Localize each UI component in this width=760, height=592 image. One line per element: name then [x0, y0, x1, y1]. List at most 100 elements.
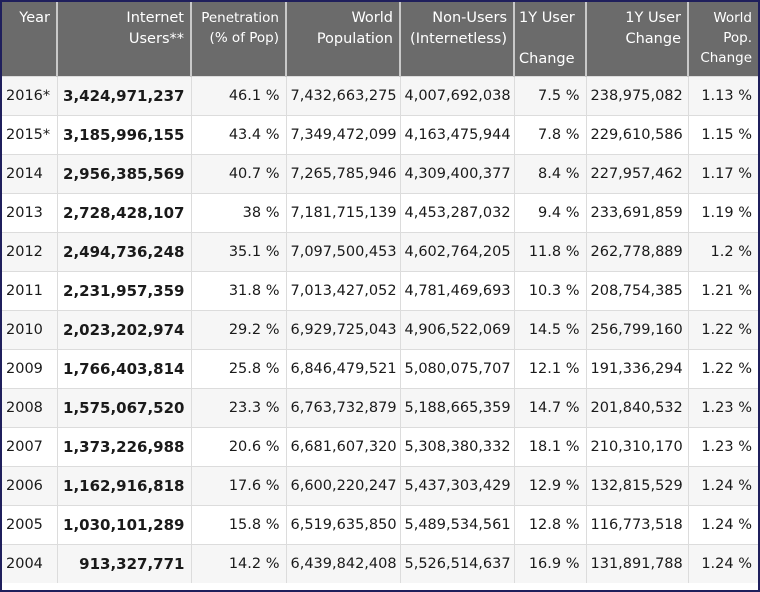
cell-1y-user-change: 201,840,532 — [585, 387, 688, 427]
cell-non-users: 4,602,764,205 — [399, 231, 514, 271]
cell-world-pop-change: 1.24 % — [687, 504, 758, 544]
table-row: 2007 1,373,226,988 20.6 % 6,681,607,320 5,30… — [2, 426, 758, 466]
header-world-population[interactable]: World Population — [285, 2, 400, 76]
cell-world-population: 7,349,472,099 — [285, 114, 400, 154]
cell-year: 2009 — [2, 348, 57, 388]
cell-world-population: 6,600,220,247 — [285, 465, 400, 505]
cell-world-population: 7,013,427,052 — [285, 270, 400, 310]
table-row: 2008 1,575,067,520 23.3 % 6,763,732,879 5,18… — [2, 387, 758, 427]
cell-1y-user-change-pct: 14.7 % — [513, 387, 586, 427]
table-row: 2012 2,494,736,248 35.1 % 7,097,500,453 4,60… — [2, 231, 758, 271]
internet-users-table: Year Internet Users** Penetration (% of Po… — [2, 2, 758, 583]
header-1y-user-change-pct[interactable]: 1Y User Change — [513, 2, 586, 76]
cell-1y-user-change: 233,691,859 — [585, 192, 688, 232]
cell-world-pop-change: 1.23 % — [687, 426, 758, 466]
cell-1y-user-change-pct: 9.4 % — [513, 192, 586, 232]
cell-world-pop-change: 1.19 % — [687, 192, 758, 232]
cell-1y-user-change-pct: 7.8 % — [513, 114, 586, 154]
cell-1y-user-change: 256,799,160 — [585, 309, 688, 349]
cell-1y-user-change: 238,975,082 — [585, 75, 688, 115]
cell-world-population: 7,265,785,946 — [285, 153, 400, 193]
cell-world-population: 6,846,479,521 — [285, 348, 400, 388]
cell-penetration: 40.7 % — [190, 153, 286, 193]
cell-penetration: 35.1 % — [190, 231, 286, 271]
cell-internet-users: 1,575,067,520 — [56, 387, 191, 427]
cell-penetration: 29.2 % — [190, 309, 286, 349]
table-row: 2010 2,023,202,974 29.2 % 6,929,725,043 4,90… — [2, 309, 758, 349]
cell-world-pop-change: 1.24 % — [687, 543, 758, 583]
cell-non-users: 5,308,380,332 — [399, 426, 514, 466]
cell-world-population: 6,439,842,408 — [285, 543, 400, 583]
cell-world-pop-change: 1.13 % — [687, 75, 758, 115]
cell-world-population: 6,519,635,850 — [285, 504, 400, 544]
cell-year: 2013 — [2, 192, 57, 232]
cell-1y-user-change: 262,778,889 — [585, 231, 688, 271]
cell-1y-user-change-pct: 14.5 % — [513, 309, 586, 349]
table-row: 2014 2,956,385,569 40.7 % 7,265,785,946 4,30… — [2, 153, 758, 193]
header-1y-user-change[interactable]: 1Y User Change — [585, 2, 688, 76]
table-body: 2016* 3,424,971,237 46.1 % 7,432,663,275 4,0… — [2, 75, 758, 583]
header-internet-users[interactable]: Internet Users** — [56, 2, 191, 76]
cell-1y-user-change-pct: 7.5 % — [513, 75, 586, 115]
table-row: 2004 913,327,771 14.2 % 6,439,842,408 5,526,… — [2, 543, 758, 583]
cell-non-users: 4,007,692,038 — [399, 75, 514, 115]
cell-year: 2007 — [2, 426, 57, 466]
cell-internet-users: 2,494,736,248 — [56, 231, 191, 271]
cell-world-pop-change: 1.15 % — [687, 114, 758, 154]
cell-non-users: 5,080,075,707 — [399, 348, 514, 388]
cell-1y-user-change: 191,336,294 — [585, 348, 688, 388]
cell-penetration: 14.2 % — [190, 543, 286, 583]
cell-penetration: 38 % — [190, 192, 286, 232]
cell-non-users: 5,489,534,561 — [399, 504, 514, 544]
cell-internet-users: 1,766,403,814 — [56, 348, 191, 388]
cell-1y-user-change: 132,815,529 — [585, 465, 688, 505]
cell-world-pop-change: 1.22 % — [687, 348, 758, 388]
table-row: 2015* 3,185,996,155 43.4 % 7,349,472,099 4,1… — [2, 114, 758, 154]
cell-1y-user-change-pct: 12.1 % — [513, 348, 586, 388]
cell-world-pop-change: 1.2 % — [687, 231, 758, 271]
table-row: 2016* 3,424,971,237 46.1 % 7,432,663,275 4,0… — [2, 75, 758, 115]
cell-non-users: 5,526,514,637 — [399, 543, 514, 583]
cell-1y-user-change: 210,310,170 — [585, 426, 688, 466]
cell-1y-user-change: 116,773,518 — [585, 504, 688, 544]
cell-penetration: 25.8 % — [190, 348, 286, 388]
cell-year: 2011 — [2, 270, 57, 310]
cell-penetration: 20.6 % — [190, 426, 286, 466]
cell-world-population: 7,181,715,139 — [285, 192, 400, 232]
cell-1y-user-change-pct: 10.3 % — [513, 270, 586, 310]
header-world-pop-change[interactable]: World Pop. Change — [687, 2, 758, 76]
cell-world-population: 6,763,732,879 — [285, 387, 400, 427]
cell-penetration: 46.1 % — [190, 75, 286, 115]
cell-1y-user-change: 208,754,385 — [585, 270, 688, 310]
cell-internet-users: 1,030,101,289 — [56, 504, 191, 544]
header-non-users[interactable]: Non-Users (Internetless) — [399, 2, 514, 76]
cell-1y-user-change: 227,957,462 — [585, 153, 688, 193]
cell-year: 2016* — [2, 75, 57, 115]
cell-internet-users: 2,956,385,569 — [56, 153, 191, 193]
cell-world-pop-change: 1.17 % — [687, 153, 758, 193]
cell-penetration: 31.8 % — [190, 270, 286, 310]
cell-1y-user-change-pct: 12.8 % — [513, 504, 586, 544]
cell-year: 2010 — [2, 309, 57, 349]
cell-penetration: 43.4 % — [190, 114, 286, 154]
cell-1y-user-change-pct: 18.1 % — [513, 426, 586, 466]
cell-year: 2008 — [2, 387, 57, 427]
cell-internet-users: 3,185,996,155 — [56, 114, 191, 154]
cell-non-users: 4,906,522,069 — [399, 309, 514, 349]
cell-world-population: 7,097,500,453 — [285, 231, 400, 271]
cell-world-pop-change: 1.21 % — [687, 270, 758, 310]
cell-penetration: 17.6 % — [190, 465, 286, 505]
cell-1y-user-change-pct: 16.9 % — [513, 543, 586, 583]
header-penetration[interactable]: Penetration (% of Pop) — [190, 2, 286, 76]
table-row: 2013 2,728,428,107 38 % 7,181,715,139 4,453,… — [2, 192, 758, 232]
cell-non-users: 4,163,475,944 — [399, 114, 514, 154]
cell-penetration: 15.8 % — [190, 504, 286, 544]
cell-world-population: 6,681,607,320 — [285, 426, 400, 466]
cell-world-pop-change: 1.24 % — [687, 465, 758, 505]
cell-internet-users: 1,162,916,818 — [56, 465, 191, 505]
table-row: 2005 1,030,101,289 15.8 % 6,519,635,850 5,48… — [2, 504, 758, 544]
cell-non-users: 4,453,287,032 — [399, 192, 514, 232]
cell-non-users: 4,781,469,693 — [399, 270, 514, 310]
header-year[interactable]: Year — [2, 2, 57, 76]
